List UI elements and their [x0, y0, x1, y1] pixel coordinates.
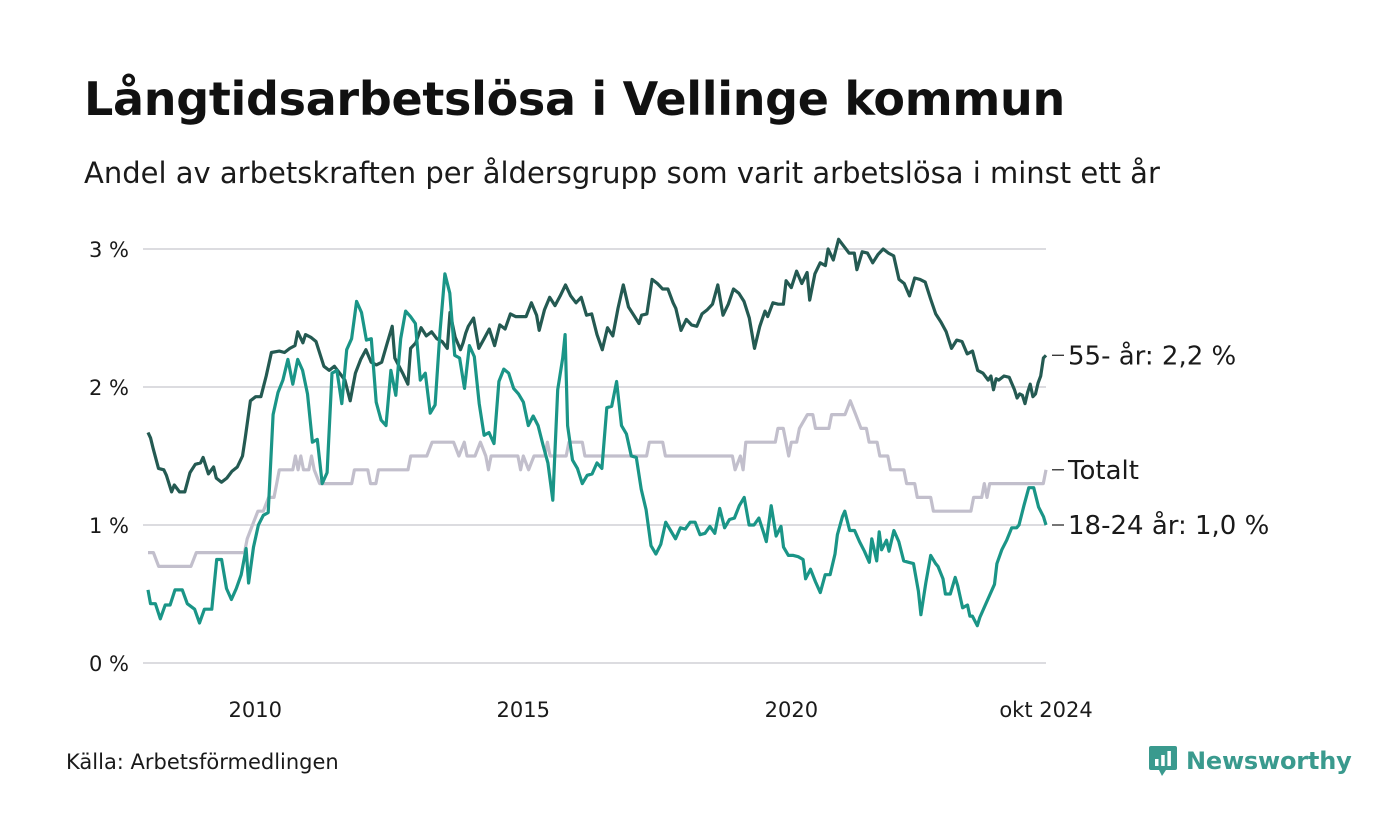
end-label: 55- år: 2,2 %: [1068, 340, 1236, 371]
series-line-1: [146, 237, 1048, 494]
y-tick-label: 1 %: [89, 514, 129, 538]
y-axis: 0 % 1 % 2 % 3 %: [89, 238, 129, 676]
x-tick-label: 2010: [228, 698, 281, 722]
y-tick-label: 2 %: [89, 376, 129, 400]
end-labels: Totalt 55- år: 2,2 % 18-24 år: 1,0 %: [1052, 340, 1269, 541]
brand-logo[interactable]: Newsworthy: [1148, 744, 1352, 778]
series-line-2: [146, 272, 1048, 628]
brand-name: Newsworthy: [1186, 747, 1352, 775]
series-lines: [146, 237, 1048, 628]
x-tick-label: okt 2024: [999, 698, 1092, 722]
chart-title: Långtidsarbetslösa i Vellinge kommun: [84, 72, 1065, 126]
end-label: Totalt: [1067, 456, 1139, 486]
x-tick-label: 2020: [765, 698, 818, 722]
newsworthy-logo-icon: [1149, 746, 1177, 776]
grid-lines: [143, 248, 1046, 664]
series-line-0: [148, 399, 1048, 568]
x-tick-label: 2015: [497, 698, 550, 722]
y-tick-label: 0 %: [89, 652, 129, 676]
x-axis: 2010 2015 2020 okt 2024: [228, 698, 1092, 722]
y-tick-label: 3 %: [89, 238, 129, 262]
end-label: 18-24 år: 1,0 %: [1068, 510, 1269, 541]
chart-subtitle: Andel av arbetskraften per åldersgrupp s…: [84, 156, 1160, 190]
source-note: Källa: Arbetsförmedlingen: [66, 750, 339, 774]
